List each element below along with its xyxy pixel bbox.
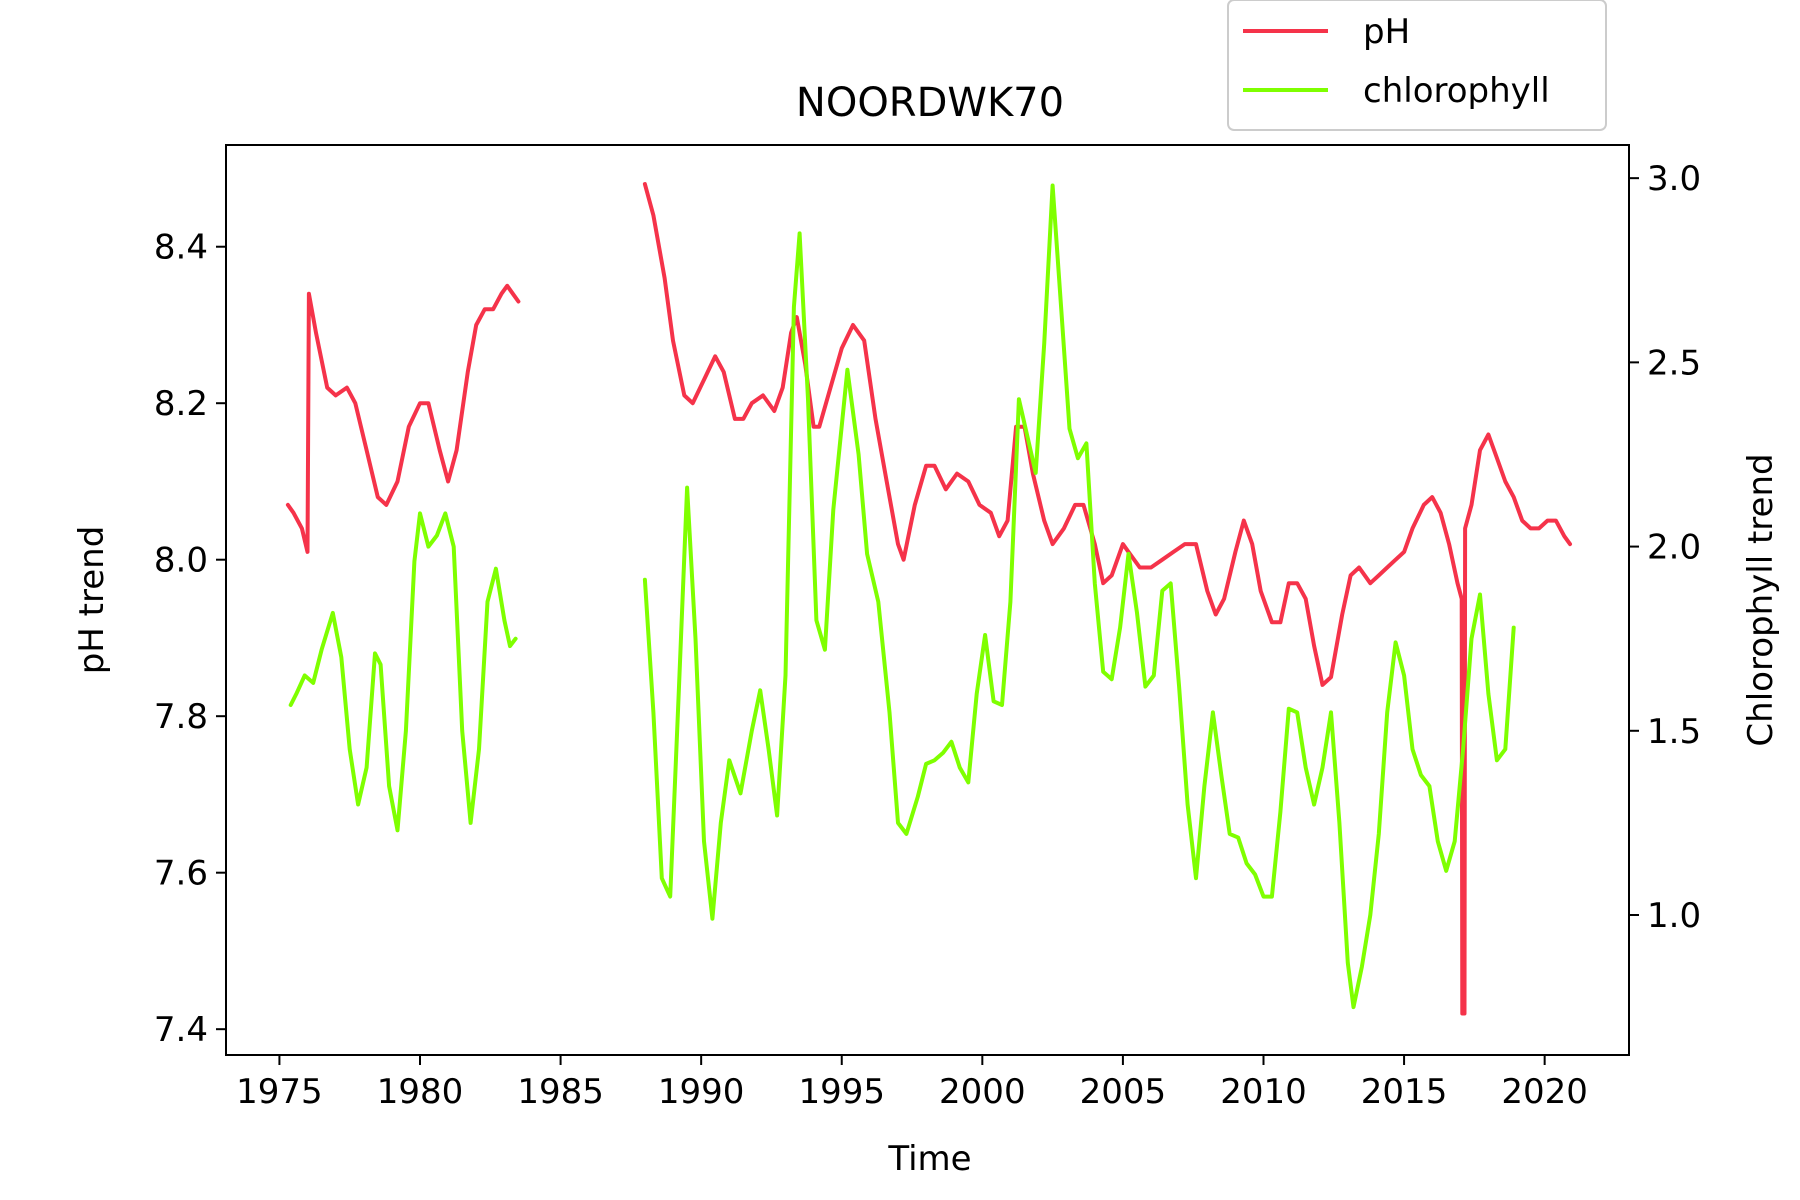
x-tick-label: 2000 [939,1072,1026,1112]
x-tick-label: 1975 [236,1072,323,1112]
y-tick-label: 7.4 [154,1010,208,1050]
x-tick-label: 2015 [1361,1072,1448,1112]
y-axis-label: pH trend [72,526,112,675]
x-tick-label: 2010 [1220,1072,1307,1112]
series-line-chlorophyll [642,183,1516,1010]
x-tick-label: 1985 [517,1072,604,1112]
y-tick-label: 8.4 [154,228,208,268]
y2-tick-label: 2.5 [1647,343,1701,383]
plot-frame [225,144,1630,1056]
chart-title: NOORDWK70 [796,80,1064,126]
x-tick-label: 1980 [377,1072,464,1112]
y-tick-label: 7.6 [154,854,208,894]
y2-tick-label: 2.0 [1647,528,1701,568]
y2-tick-label: 1.0 [1647,896,1701,936]
y2-tick-label: 1.5 [1647,712,1701,752]
series-line-chlorophyll [288,511,518,833]
y-tick-label: 7.8 [154,697,208,737]
series-line-ph [285,283,521,554]
x-tick-label: 2005 [1080,1072,1167,1112]
x-axis-label: Time [887,1139,971,1179]
plot-lines [285,182,1572,1016]
y2-axis-ticks: 1.0 1.5 2.0 2.5 3.0 [1629,159,1701,936]
y-tick-label: 8.0 [154,541,208,581]
legend: pH chlorophyll [1227,0,1607,131]
x-tick-label: 1995 [798,1072,885,1112]
y2-axis-label: Chlorophyll trend [1741,453,1781,746]
y-tick-label: 8.2 [154,384,208,424]
legend-label-chlorophyll: chlorophyll [1363,71,1550,111]
x-tick-label: 1990 [658,1072,745,1112]
x-axis-ticks: 1975 1980 1985 1990 1995 2000 2005 2010 2015 2020 [236,1055,1588,1112]
legend-label-ph: pH [1363,12,1410,52]
x-tick-label: 2020 [1501,1072,1588,1112]
y2-tick-label: 3.0 [1647,159,1701,199]
y-axis-ticks: 7.4 7.6 7.8 8.0 8.2 8.4 [154,228,226,1050]
